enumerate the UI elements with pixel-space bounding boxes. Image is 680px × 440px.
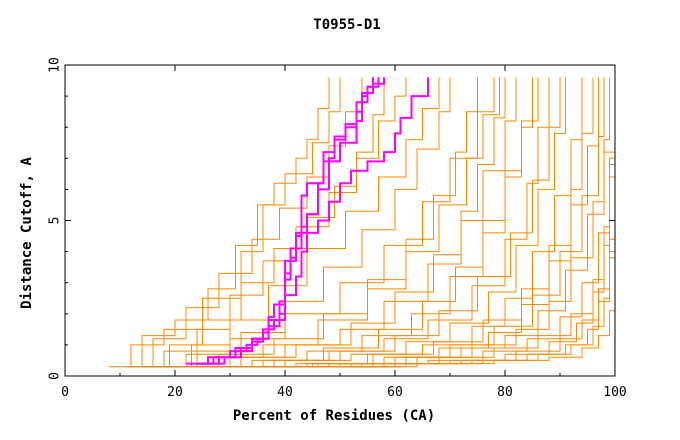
x-tick-label: 20 xyxy=(167,385,183,400)
chart-title: T0955-D1 xyxy=(313,17,380,33)
x-tick-label: 60 xyxy=(387,385,403,400)
series-line-m22 xyxy=(213,77,561,368)
series-line-m09 xyxy=(208,77,566,368)
series-line-m02 xyxy=(125,77,330,368)
x-tick-label: 100 xyxy=(603,385,626,400)
series-line-m20 xyxy=(180,77,506,368)
series-line-m01 xyxy=(109,77,341,368)
series-line-m25 xyxy=(131,77,363,368)
y-tick-label: 5 xyxy=(48,217,63,225)
series-layer xyxy=(109,77,616,368)
y-tick-label: 10 xyxy=(48,57,63,73)
axes-layer: 0 20 40 60 80 100 0 5 10 xyxy=(48,57,627,400)
x-tick-label: 0 xyxy=(61,385,69,400)
series-line-m03 xyxy=(136,77,407,368)
x-tick-label: 80 xyxy=(497,385,513,400)
series-line-m26 xyxy=(158,77,440,368)
x-tick-label: 40 xyxy=(277,385,293,400)
series-line-m29 xyxy=(235,77,605,368)
x-axis-label: Percent of Residues (CA) xyxy=(233,408,435,424)
series-line-m19 xyxy=(169,77,478,368)
highlight-series-line-highlight-4 xyxy=(202,77,429,365)
y-tick-label: 0 xyxy=(48,372,63,380)
y-axis-label: Distance Cutoff, A xyxy=(19,157,35,309)
series-line-m30 xyxy=(307,77,616,368)
